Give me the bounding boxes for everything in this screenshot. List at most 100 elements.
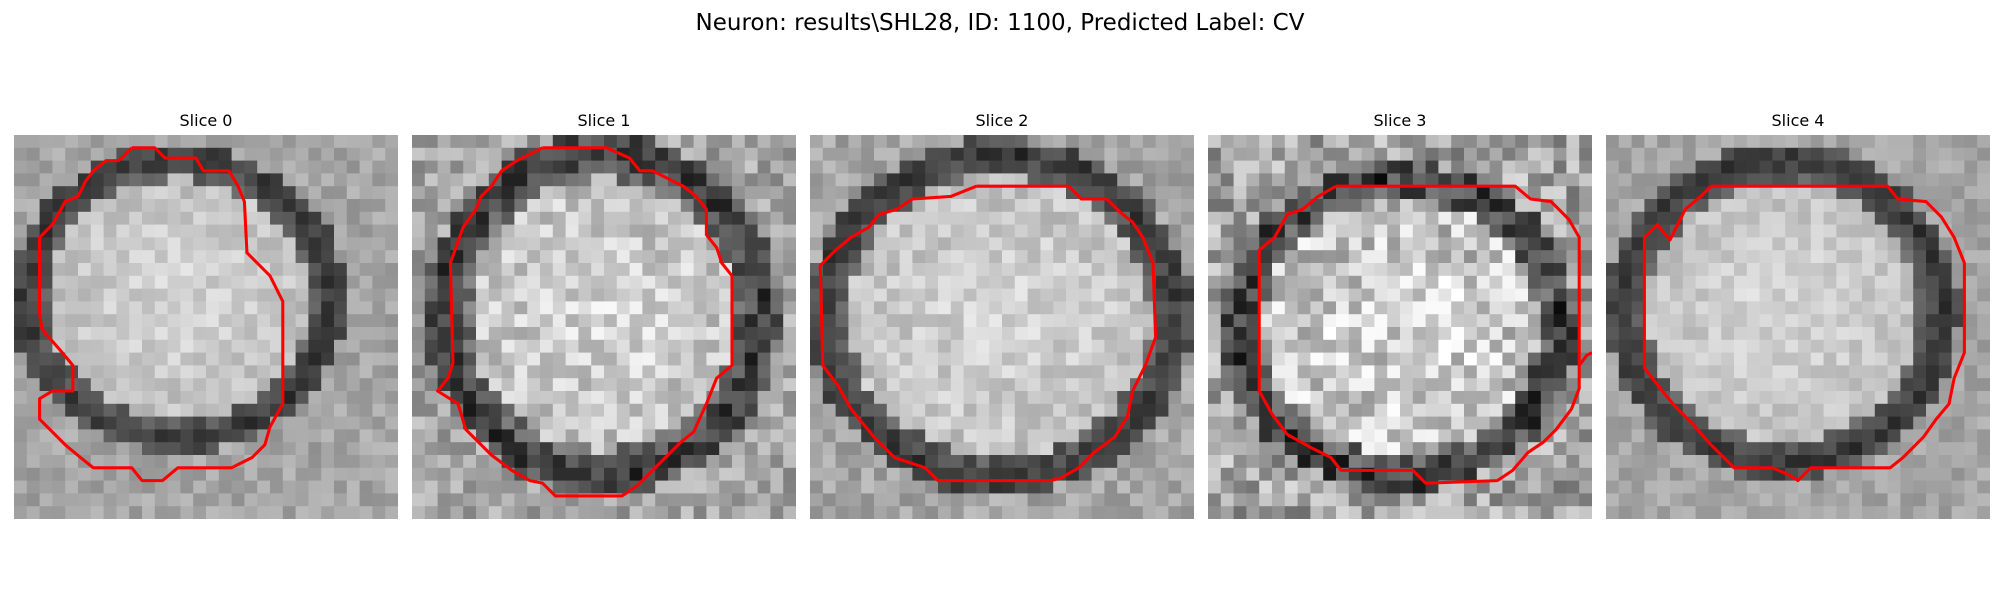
pixel <box>1540 275 1555 290</box>
pixel <box>193 480 207 495</box>
pixel <box>1104 429 1118 443</box>
pixel <box>1964 506 1978 519</box>
pixel <box>129 365 143 379</box>
pixel <box>129 455 143 469</box>
pixel <box>1066 493 1080 507</box>
pixel <box>39 160 54 175</box>
pixel <box>385 211 398 226</box>
pixel <box>1938 237 1953 251</box>
pixel <box>1606 160 1620 175</box>
pixel <box>642 403 656 418</box>
pixel <box>1887 429 1902 443</box>
pixel <box>744 442 759 456</box>
pixel <box>1977 250 1990 264</box>
pixel <box>1400 211 1414 226</box>
pixel <box>1926 288 1940 303</box>
pixel <box>1695 391 1710 405</box>
pixel <box>693 288 708 303</box>
pixel <box>1823 403 1838 418</box>
pixel <box>629 237 644 251</box>
pixel <box>14 237 28 251</box>
pixel <box>1284 301 1299 315</box>
pixel <box>346 173 361 187</box>
pixel <box>1130 467 1144 482</box>
pixel <box>1772 339 1786 354</box>
pixel <box>1297 288 1312 303</box>
pixel <box>257 391 271 405</box>
pixel <box>1220 160 1235 175</box>
pixel <box>463 506 477 519</box>
pixel <box>1708 506 1722 519</box>
pixel <box>822 275 837 290</box>
pixel <box>1412 160 1427 175</box>
pixel <box>783 493 796 507</box>
pixel <box>1785 135 1799 149</box>
pixel <box>1926 224 1940 239</box>
pixel <box>1155 173 1170 187</box>
pixel <box>295 173 310 187</box>
pixel <box>103 135 118 149</box>
pixel <box>1785 263 1799 277</box>
pixel <box>450 480 464 495</box>
pixel <box>1246 429 1260 443</box>
pixel <box>1849 352 1863 367</box>
pixel <box>642 442 656 456</box>
pixel <box>1040 365 1054 379</box>
pixel <box>52 391 66 405</box>
pixel <box>193 263 207 277</box>
pixel <box>206 250 220 264</box>
pixel <box>129 416 143 431</box>
pixel <box>1259 480 1273 495</box>
pixel <box>1579 493 1592 507</box>
pixel <box>719 250 733 264</box>
pixel <box>822 339 837 354</box>
pixel <box>565 416 580 431</box>
pixel <box>14 160 28 175</box>
pixel <box>1078 416 1093 431</box>
pixel <box>540 391 554 405</box>
pixel <box>1078 173 1093 187</box>
pixel <box>26 288 41 303</box>
pixel <box>437 327 452 341</box>
pixel <box>270 365 284 379</box>
pixel <box>193 288 207 303</box>
pixel <box>437 403 452 418</box>
pixel <box>65 506 79 519</box>
pixel <box>719 327 733 341</box>
pixel <box>1734 314 1748 328</box>
pixel <box>680 160 695 175</box>
pixel <box>26 391 41 405</box>
pixel <box>732 186 746 200</box>
pixel <box>1336 199 1350 213</box>
pixel <box>1323 493 1337 507</box>
pixel <box>848 186 862 200</box>
pixel <box>142 365 156 379</box>
pixel <box>1284 416 1299 431</box>
pixel <box>540 493 554 507</box>
pixel <box>1618 506 1633 519</box>
pixel <box>706 442 720 456</box>
pixel <box>835 416 850 431</box>
pixel <box>912 160 926 175</box>
pixel <box>861 365 875 379</box>
pixel <box>1900 314 1914 328</box>
pixel <box>1502 250 1516 264</box>
pixel <box>463 237 477 251</box>
pixel <box>629 506 644 519</box>
pixel <box>925 250 939 264</box>
pixel <box>1489 135 1504 149</box>
pixel <box>1297 391 1312 405</box>
pixel <box>1284 147 1299 162</box>
pixel <box>874 160 888 175</box>
pixel <box>14 263 28 277</box>
pixel <box>1540 327 1555 341</box>
pixel <box>1220 442 1235 456</box>
pixel <box>282 352 297 367</box>
pixel <box>1155 327 1170 341</box>
pixel <box>1246 378 1260 392</box>
pixel <box>1002 416 1016 431</box>
pixel <box>1938 352 1953 367</box>
pixel <box>1142 378 1157 392</box>
pixel <box>1798 365 1812 379</box>
pixel <box>334 224 348 239</box>
